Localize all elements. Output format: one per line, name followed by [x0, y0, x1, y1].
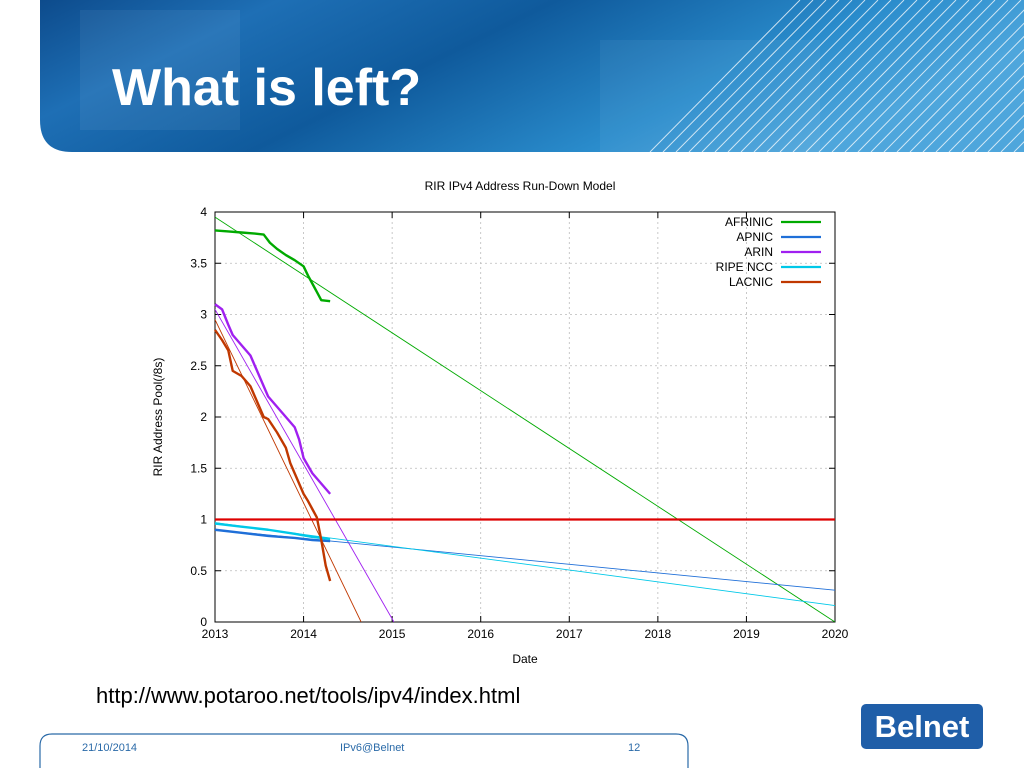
data-series [214, 229, 332, 582]
trend-line [215, 309, 395, 622]
banner-stripe [792, 0, 944, 152]
y-axis-label: RIR Address Pool(/8s) [151, 358, 165, 477]
series-line-ripe-ncc [214, 522, 331, 541]
x-axis-label: Date [512, 652, 538, 666]
x-tick-label: 2017 [556, 627, 583, 641]
x-tick-label: 2018 [645, 627, 672, 641]
y-tick-label: 1.5 [190, 461, 207, 475]
legend-label: APNIC [736, 230, 773, 244]
x-tick-label: 2013 [202, 627, 229, 641]
banner-stripe [922, 0, 1024, 152]
trend-line [215, 216, 835, 622]
chart-title: RIR IPv4 Address Run-Down Model [425, 179, 616, 193]
y-tick-label: 0.5 [190, 564, 207, 578]
banner-stripe [870, 0, 1022, 152]
y-tick-label: 0 [200, 615, 207, 629]
slide-title: What is left? [112, 59, 422, 117]
y-tick-label: 2.5 [190, 359, 207, 373]
x-tick-label: 2019 [733, 627, 760, 641]
banner-stripe [779, 0, 931, 152]
banner-stripe [818, 0, 970, 152]
x-tick-label: 2016 [467, 627, 494, 641]
legend-label: LACNIC [729, 275, 773, 289]
belnet-logo: Belnet [861, 704, 983, 749]
title-banner: What is left? [0, 0, 1024, 152]
footer-outline [39, 733, 689, 768]
banner-stripe [935, 0, 1024, 152]
y-tick-label: 1 [200, 513, 207, 527]
banner-stripe [675, 0, 827, 152]
footer-center-text: IPv6@Belnet [340, 742, 405, 754]
axis-ticks: 2013 2014 2015 2016 2017 2018 2019 2020 0 0.5 1 1.5… [190, 205, 848, 641]
y-tick-label: 4 [200, 205, 207, 219]
banner-stripe [805, 0, 957, 152]
banner-stripe [688, 0, 840, 152]
banner-stripe [974, 0, 1024, 152]
x-tick-label: 2014 [290, 627, 317, 641]
banner-stripe [701, 0, 853, 152]
trend-line [215, 319, 362, 622]
banner-stripe [909, 0, 1024, 152]
y-tick-label: 3.5 [190, 256, 207, 270]
footer-bar [39, 733, 689, 768]
banner-stripe [727, 0, 879, 152]
banner-stripe [961, 0, 1024, 152]
banner-stripe [896, 0, 1024, 152]
banner-stripe [844, 0, 996, 152]
banner-stripe [987, 0, 1024, 152]
banner-stripe [753, 0, 905, 152]
series-line-arin [214, 303, 332, 495]
banner-stripe [740, 0, 892, 152]
x-tick-label: 2015 [379, 627, 406, 641]
series-line-apnic [214, 528, 331, 543]
banner-stripe [649, 0, 801, 152]
footer-page-number: 12 [628, 742, 641, 754]
legend-label: AFRINIC [725, 215, 773, 229]
banner-stripe [714, 0, 866, 152]
banner-stripe [662, 0, 814, 152]
y-tick-label: 2 [200, 410, 207, 424]
banner-stripe [831, 0, 983, 152]
banner-stripe [948, 0, 1024, 152]
footer-date: 21/10/2014 [82, 742, 138, 754]
legend-label: RIPE NCC [716, 260, 774, 274]
banner-stripe [883, 0, 1024, 152]
series-line-afrinic [214, 229, 331, 303]
banner-background [40, 0, 1024, 152]
series-line-lacnic [214, 329, 332, 582]
x-tick-label: 2020 [822, 627, 849, 641]
banner-stripe [857, 0, 1009, 152]
y-tick-label: 3 [200, 308, 207, 322]
legend-label: ARIN [744, 245, 773, 259]
source-link[interactable]: http://www.potaroo.net/tools/ipv4/index.… [96, 683, 521, 708]
rundown-chart: RIR IPv4 Address Run-Down Model 2013 2014… [151, 179, 849, 666]
banner-stripe [766, 0, 918, 152]
